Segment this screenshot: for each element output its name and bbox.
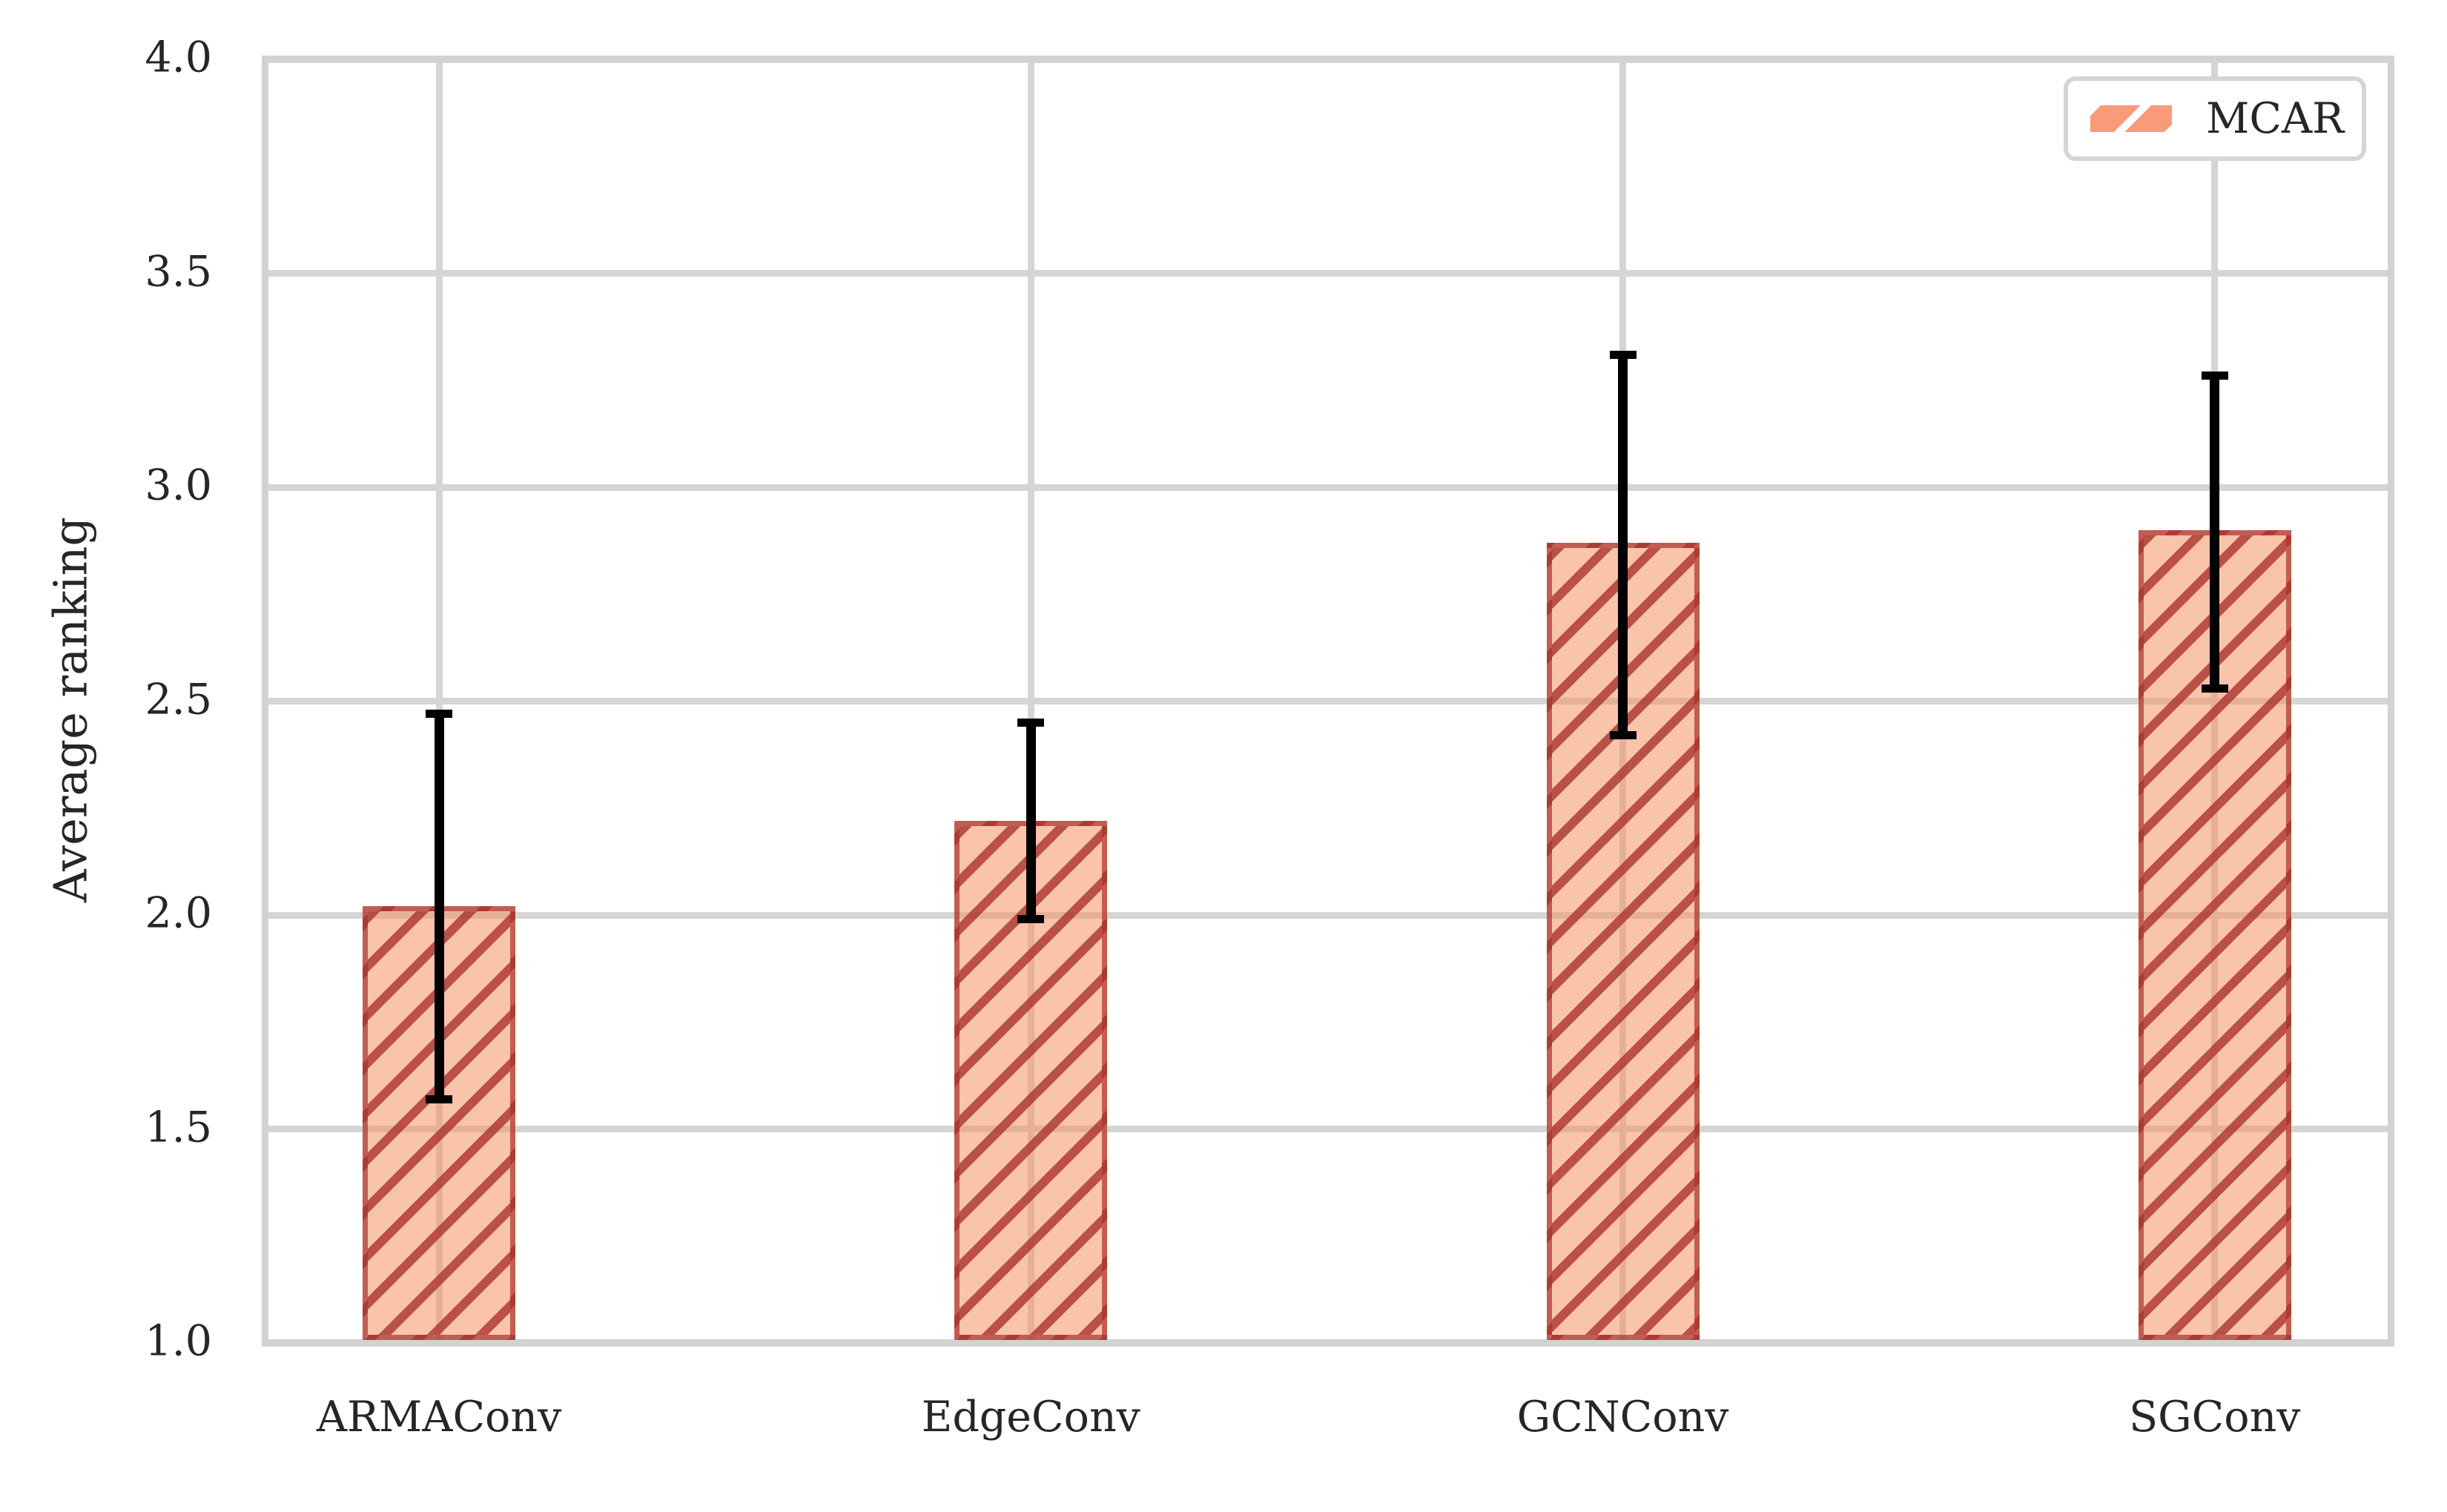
gridline-horizontal bbox=[262, 911, 2394, 919]
legend-label-mcar: MCAR bbox=[2206, 94, 2345, 143]
error-cap-bottom bbox=[1017, 915, 1045, 924]
bar-armaconv bbox=[363, 906, 516, 1340]
gridline-horizontal bbox=[262, 698, 2394, 704]
y-tick-label: 1.5 bbox=[145, 1102, 212, 1152]
legend: MCAR bbox=[2064, 76, 2366, 161]
gridline-horizontal bbox=[262, 1126, 2394, 1132]
error-cap-bottom bbox=[426, 1095, 453, 1103]
y-axis-label: Average ranking bbox=[43, 516, 98, 903]
y-tick-label: 4.0 bbox=[145, 33, 212, 82]
error-cap-top bbox=[1017, 718, 1045, 727]
x-tick-label-gcnconv: GCNConv bbox=[1516, 1393, 1729, 1442]
error-bar-edgeconv bbox=[1026, 722, 1036, 920]
gridline-vertical bbox=[1027, 56, 1034, 1346]
error-cap-bottom bbox=[1609, 731, 1637, 740]
y-tick-label: 2.5 bbox=[145, 674, 212, 724]
plot-area bbox=[262, 56, 2394, 1346]
error-bar-armaconv bbox=[434, 713, 444, 1100]
error-bar-sgconv bbox=[2210, 375, 2220, 689]
x-tick-label-edgeconv: EdgeConv bbox=[921, 1393, 1140, 1442]
y-tick-label: 3.0 bbox=[145, 460, 212, 510]
legend-swatch-mcar bbox=[2090, 105, 2172, 132]
error-bar-gcnconv bbox=[1618, 354, 1628, 736]
x-tick-label-armaconv: ARMAConv bbox=[316, 1393, 562, 1442]
bar-edgeconv bbox=[954, 821, 1108, 1340]
error-cap-top bbox=[2201, 372, 2228, 380]
gridline-vertical bbox=[435, 56, 443, 1346]
gridline-horizontal bbox=[262, 483, 2394, 491]
gridline-horizontal bbox=[262, 270, 2394, 277]
y-tick-label: 1.0 bbox=[145, 1316, 212, 1366]
y-tick-label: 2.0 bbox=[145, 888, 212, 938]
y-tick-label: 3.5 bbox=[145, 246, 212, 296]
error-cap-bottom bbox=[2201, 684, 2228, 693]
error-cap-top bbox=[1609, 350, 1637, 359]
x-tick-label-sgconv: SGConv bbox=[2129, 1393, 2301, 1442]
error-cap-top bbox=[426, 710, 453, 719]
